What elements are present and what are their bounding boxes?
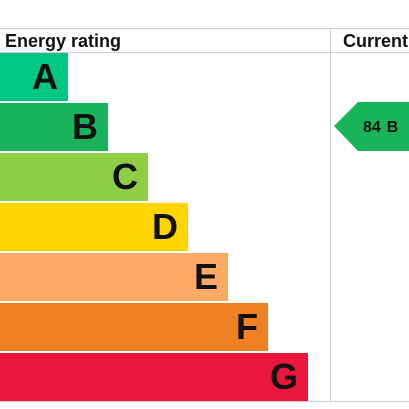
current-rating: 84 B <box>334 102 409 151</box>
band-bar <box>0 53 68 101</box>
band-bar <box>0 153 148 201</box>
band-letter: D <box>152 206 178 247</box>
header-right: Current <box>343 31 408 51</box>
band-bar <box>0 253 228 301</box>
band-letter: A <box>32 56 58 97</box>
band-bar <box>0 203 188 251</box>
current-arrow <box>334 102 409 151</box>
current-label: 84 B <box>363 119 398 136</box>
band-letter: G <box>270 356 298 397</box>
band-bar <box>0 353 308 401</box>
band-letter: B <box>72 106 98 147</box>
current-band: B <box>387 119 399 136</box>
band-bar <box>0 103 108 151</box>
header-left: Energy rating <box>5 31 121 51</box>
band-letter: E <box>194 256 218 297</box>
band-bar <box>0 303 268 351</box>
current-score: 84 <box>363 119 381 136</box>
band-letter: C <box>112 156 138 197</box>
band-letter: F <box>236 306 258 347</box>
